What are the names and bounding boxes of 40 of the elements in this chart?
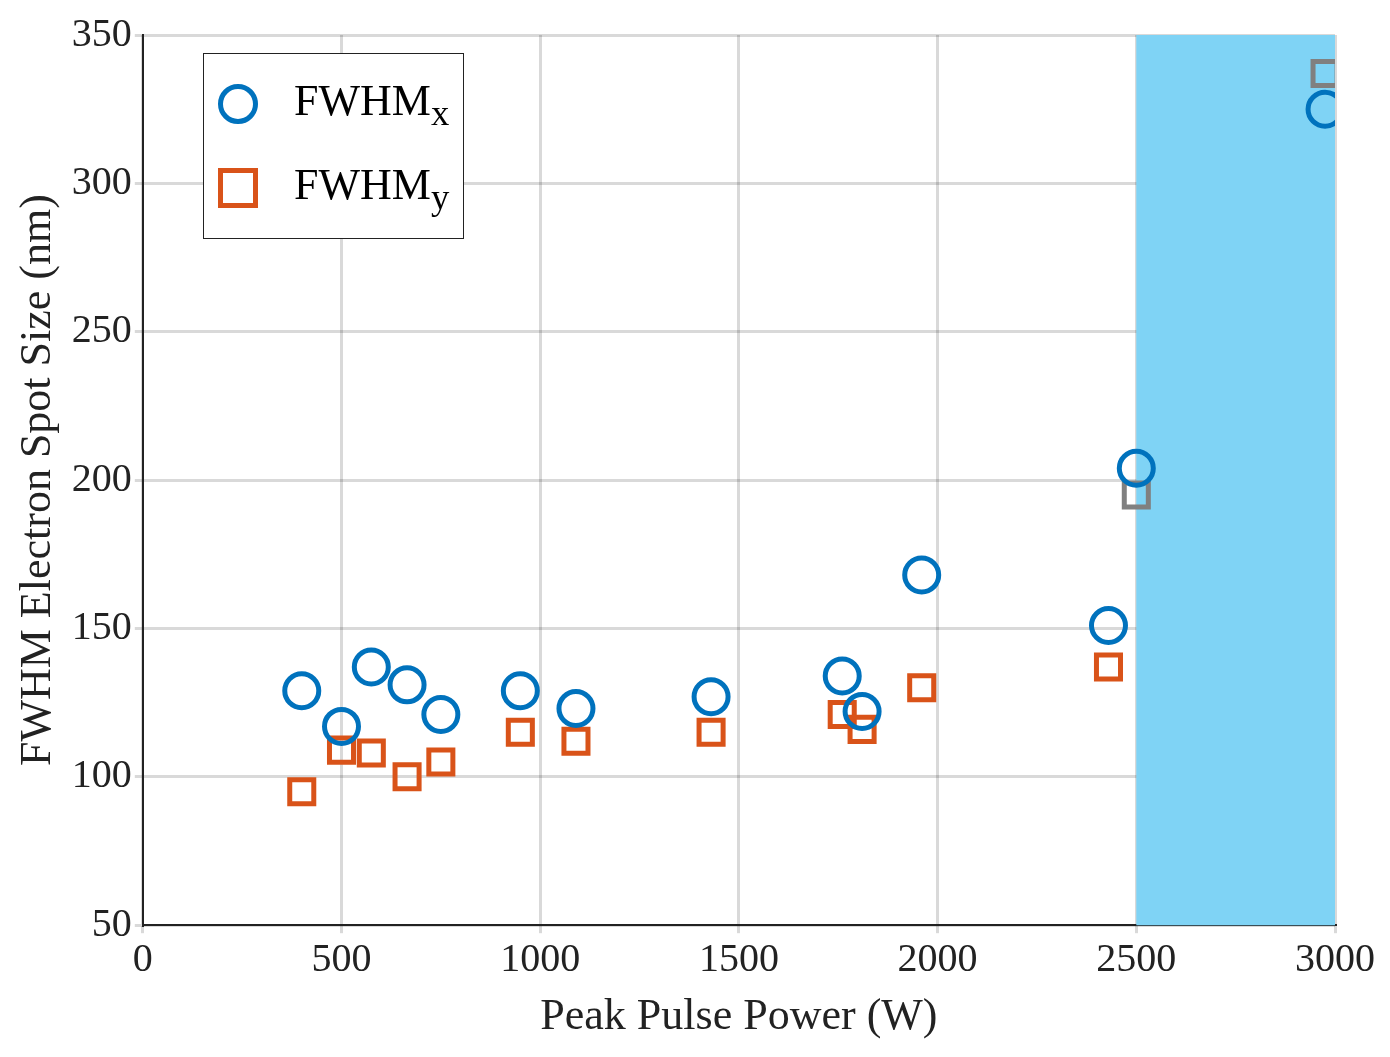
x-tick-label: 3000 <box>1295 934 1375 980</box>
y-tick-label: 200 <box>71 454 132 500</box>
point <box>421 695 461 735</box>
x-tick-label: 2000 <box>897 934 978 980</box>
point <box>902 555 942 595</box>
point <box>387 665 427 705</box>
x-tick-label: 500 <box>311 934 372 980</box>
y-tick-label: 350 <box>71 9 132 55</box>
legend-label: FWHM$_{x}$ <box>294 74 450 134</box>
y-tick-label: 250 <box>71 306 132 352</box>
y-tick-label: 100 <box>71 751 132 797</box>
point <box>392 762 422 792</box>
point <box>282 671 322 711</box>
x-axis-title: Peak Pulse Power (W) <box>540 990 938 1040</box>
point <box>1116 448 1156 488</box>
point <box>426 747 456 777</box>
x-tick-label: 0 <box>132 934 153 980</box>
point <box>500 671 540 711</box>
y-tick-label: 150 <box>71 602 132 648</box>
point <box>691 677 731 717</box>
point <box>322 706 361 746</box>
y-axis-title: FWHM Electron Spot Size (nm) <box>10 194 60 767</box>
point <box>356 738 386 768</box>
point <box>556 689 596 729</box>
point <box>505 717 535 747</box>
point <box>822 656 862 696</box>
point <box>1088 606 1128 645</box>
point <box>842 692 882 732</box>
point <box>287 777 317 807</box>
y-tick-label: 50 <box>91 899 132 945</box>
point <box>561 726 591 756</box>
y-tick-label: 300 <box>71 157 132 203</box>
point <box>696 717 726 747</box>
x-tick-label: 2500 <box>1096 934 1177 980</box>
point <box>1093 652 1123 682</box>
point <box>351 647 391 687</box>
legend-label: FWHM$_{y}$ <box>294 158 450 218</box>
x-tick-label: 1000 <box>500 934 581 980</box>
point <box>907 673 937 703</box>
x-tick-label: 1500 <box>698 934 779 980</box>
